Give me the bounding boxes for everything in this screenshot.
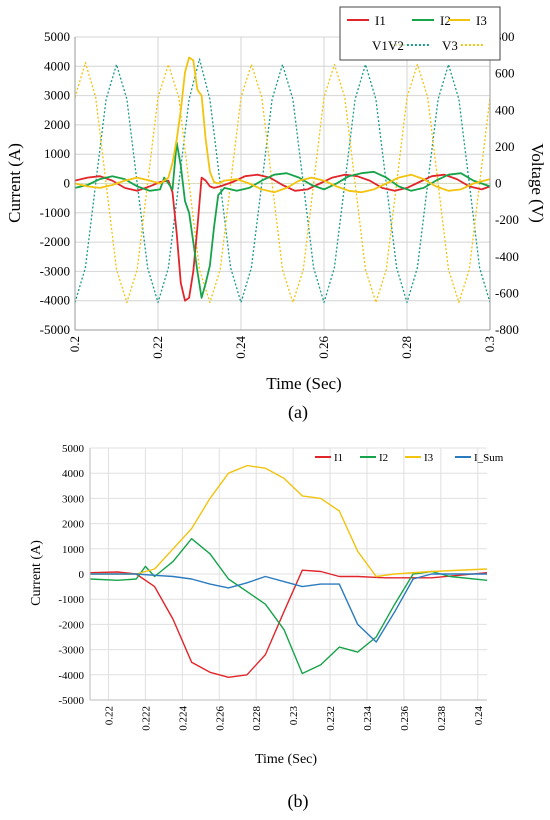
chart-a-y2-tick-label: 0 — [495, 176, 502, 191]
chart-b-y-tick-label: 4000 — [62, 468, 85, 480]
chart-b-y-tick-label: 3000 — [62, 493, 85, 505]
chart-b-x-tick-label: 0.222 — [140, 706, 152, 731]
chart-a-x-tick-label: 0.28 — [399, 336, 414, 359]
chart-b-series-i_sum — [90, 573, 487, 643]
chart-a-y-tick-label: -5000 — [40, 322, 70, 337]
chart-a-y2-tick-label: -800 — [495, 322, 519, 337]
chart-a-legend-label-v1: V1 — [372, 38, 388, 53]
chart-a-y2-tick-label: -400 — [495, 249, 519, 264]
chart-a-x-tick-label: 0.26 — [316, 336, 331, 359]
chart-a-x-tick-label: 0.3 — [482, 336, 497, 352]
chart-b: -5000 -4000 -3000 -2000 -1000 0 1000 2000 3000 40… — [29, 443, 504, 812]
chart-a-series-i2 — [74, 141, 491, 299]
chart-a-y2-tick-label: -600 — [495, 285, 519, 300]
chart-a-series-i1 — [74, 173, 491, 302]
chart-b-grid — [90, 447, 487, 701]
chart-a-xlabel: Time (Sec) — [266, 374, 341, 393]
chart-b-y-tick-label: 2000 — [62, 519, 85, 531]
chart-a-y2-tick-label: 600 — [495, 66, 515, 81]
chart-a-y2label: Voltage (V) — [528, 143, 547, 222]
chart-b-y-tick-label: -2000 — [58, 619, 84, 631]
chart-a-y-tick-label: -2000 — [40, 234, 70, 249]
chart-a: -5000-4000-3000-2000-1000010002000300040… — [5, 6, 547, 423]
chart-a-y-tick-label: 3000 — [44, 88, 70, 103]
chart-b-legend: I1 I2 I3 I_Sum — [315, 452, 504, 464]
chart-a-y2-tick-label: 400 — [495, 102, 515, 117]
chart-b-y-tick-label: 5000 — [62, 443, 85, 455]
chart-a-axes — [74, 37, 491, 331]
chart-b-y-tick-label: -3000 — [58, 645, 84, 657]
chart-b-series — [89, 464, 488, 678]
chart-b-x-tick-label: 0.228 — [251, 706, 263, 731]
chart-a-legend-label-v3: V3 — [442, 38, 458, 53]
chart-b-x-tick-label: 0.24 — [473, 706, 485, 726]
chart-b-legend-label-i2: I2 — [379, 452, 388, 464]
chart-a-series-i3 — [74, 56, 491, 194]
chart-b-y-tick-label: -4000 — [58, 670, 84, 682]
chart-b-x-tick-label: 0.238 — [436, 706, 448, 731]
chart-a-legend-box — [339, 6, 501, 61]
chart-a-y2-tick-label: -200 — [495, 212, 519, 227]
chart-a-series-v3 — [74, 61, 491, 304]
panel-label-a: (a) — [288, 402, 308, 423]
chart-b-legend-label-i1: I1 — [334, 452, 343, 464]
chart-b-series-i1 — [89, 569, 488, 678]
chart-a-y-tick-label: 4000 — [44, 58, 70, 73]
chart-a-y2-tick-label: 200 — [495, 139, 515, 154]
chart-b-series-i2 — [89, 538, 488, 675]
chart-b-xlabel: Time (Sec) — [255, 752, 317, 767]
chart-b-x-tick-label: 0.226 — [214, 706, 226, 731]
chart-b-x-tick-label: 0.22 — [103, 706, 115, 725]
chart-a-ylabel: Current (A) — [5, 143, 24, 223]
chart-a-x-tick-label: 0.22 — [150, 336, 165, 359]
chart-a-x-tick-label: 0.2 — [67, 336, 82, 352]
chart-b-x-tick-label: 0.236 — [399, 706, 411, 731]
chart-a-y-tick-label: -3000 — [40, 263, 70, 278]
chart-a-y-tick-label: -1000 — [40, 205, 70, 220]
panel-label-b: (b) — [288, 791, 309, 812]
chart-b-axes — [89, 448, 487, 701]
chart-b-y-tick-label: -5000 — [58, 695, 84, 707]
chart-b-y-tick-label: -1000 — [58, 594, 84, 606]
chart-b-x-tick-label: 0.23 — [288, 706, 300, 726]
chart-a-y-tick-label: 5000 — [44, 29, 70, 44]
chart-a-series-v2 — [74, 58, 491, 304]
chart-a-legend: I1 I2 I3 V1 V2 V3 — [339, 6, 501, 61]
chart-a-y-tick-label: -4000 — [40, 293, 70, 308]
chart-b-ylabel: Current (A) — [29, 540, 44, 606]
chart-a-tick-labels: -5000-4000-3000-2000-1000010002000300040… — [40, 29, 519, 359]
chart-b-x-tick-label: 0.232 — [325, 706, 337, 731]
chart-b-y-tick-label: 0 — [79, 569, 85, 581]
chart-a-legend-label-i3: I3 — [476, 13, 487, 28]
chart-a-series — [74, 56, 491, 304]
chart-b-legend-label-i3: I3 — [424, 452, 434, 464]
chart-a-x-tick-label: 0.24 — [233, 336, 248, 359]
chart-b-x-tick-label: 0.224 — [177, 706, 189, 731]
chart-a-y-tick-label: 2000 — [44, 117, 70, 132]
chart-b-x-tick-label: 0.234 — [362, 706, 374, 731]
chart-a-y-tick-label: 0 — [64, 176, 71, 191]
chart-b-legend-label-i_sum: I_Sum — [474, 452, 504, 464]
chart-a-legend-label-i1: I1 — [375, 13, 386, 28]
chart-b-series-i3 — [90, 464, 488, 578]
chart-b-tick-labels: -5000 -4000 -3000 -2000 -1000 0 1000 2000 3000 40… — [58, 443, 484, 731]
chart-b-y-tick-label: 1000 — [62, 544, 85, 556]
chart-a-legend-label-v2: V2 — [388, 38, 404, 53]
chart-a-legend-label-i2: I2 — [440, 13, 451, 28]
chart-a-y-tick-label: 1000 — [44, 146, 70, 161]
